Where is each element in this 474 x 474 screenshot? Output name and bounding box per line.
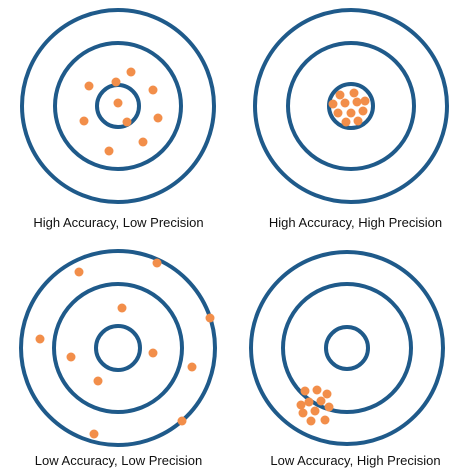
shot-dot xyxy=(104,146,114,156)
shot-dot xyxy=(113,98,123,108)
shot-dot xyxy=(79,116,89,126)
shot-dots xyxy=(296,385,334,426)
shot-dot xyxy=(352,97,362,107)
target-outer-ring xyxy=(249,250,445,446)
shot-dot xyxy=(353,116,363,126)
target-middle-ring xyxy=(281,282,413,414)
shot-dot xyxy=(300,386,310,396)
shot-dot xyxy=(296,400,306,410)
shot-dot xyxy=(111,77,121,87)
shot-dot xyxy=(312,385,322,395)
target-outer-ring xyxy=(19,249,217,447)
shot-dot xyxy=(84,81,94,91)
target-high-accuracy-low-precision xyxy=(20,8,216,204)
shot-dot xyxy=(152,258,162,268)
target-middle-ring xyxy=(53,41,183,171)
shot-dot xyxy=(304,397,314,407)
shot-dot xyxy=(122,117,132,127)
panel-caption: Low Accuracy, Low Precision xyxy=(34,453,203,468)
shot-dot xyxy=(117,303,127,313)
shot-dot xyxy=(320,415,330,425)
shot-dot xyxy=(360,96,370,106)
shot-dot xyxy=(310,406,320,416)
shot-dot xyxy=(126,67,136,77)
panel-high-accuracy-low-precision: High Accuracy, Low Precision xyxy=(0,0,237,237)
target-outer-ring xyxy=(20,8,216,204)
target-middle-ring xyxy=(286,41,416,171)
shot-dots xyxy=(35,258,215,439)
shot-dot xyxy=(333,108,343,118)
panel-caption: High Accuracy, Low Precision xyxy=(33,215,204,230)
target-low-accuracy-high-precision xyxy=(249,250,445,446)
target-outer-ring xyxy=(253,8,449,204)
panel-low-accuracy-low-precision: Low Accuracy, Low Precision xyxy=(0,237,237,474)
shot-dot xyxy=(322,389,332,399)
target-bullseye-ring xyxy=(94,324,142,372)
shot-dot xyxy=(349,88,359,98)
target-bullseye-ring xyxy=(324,325,370,371)
shot-dots xyxy=(79,67,163,156)
panel-low-accuracy-high-precision: Low Accuracy, High Precision xyxy=(237,237,474,474)
shot-dots xyxy=(328,88,370,127)
shot-dot xyxy=(89,429,99,439)
shot-dot xyxy=(205,313,215,323)
shot-dot xyxy=(316,396,326,406)
panel-caption: Low Accuracy, High Precision xyxy=(270,453,441,468)
target-high-accuracy-high-precision xyxy=(253,8,449,204)
shot-dot xyxy=(93,376,103,386)
shot-dot xyxy=(306,416,316,426)
panel-caption: High Accuracy, High Precision xyxy=(268,215,443,230)
shot-dot xyxy=(358,106,368,116)
shot-dot xyxy=(177,416,187,426)
shot-dot xyxy=(324,402,334,412)
shot-dot xyxy=(153,113,163,123)
shot-dot xyxy=(341,117,351,127)
shot-dot xyxy=(66,352,76,362)
shot-dot xyxy=(74,267,84,277)
shot-dot xyxy=(335,90,345,100)
shot-dot xyxy=(298,408,308,418)
panel-high-accuracy-high-precision: High Accuracy, High Precision xyxy=(237,0,474,237)
shot-dot xyxy=(148,348,158,358)
shot-dot xyxy=(346,108,356,118)
shot-dot xyxy=(340,98,350,108)
shot-dot xyxy=(35,334,45,344)
target-middle-ring xyxy=(52,282,184,414)
shot-dot xyxy=(187,362,197,372)
shot-dot xyxy=(148,85,158,95)
target-low-accuracy-low-precision xyxy=(19,249,217,447)
shot-dot xyxy=(328,99,338,109)
shot-dot xyxy=(138,137,148,147)
